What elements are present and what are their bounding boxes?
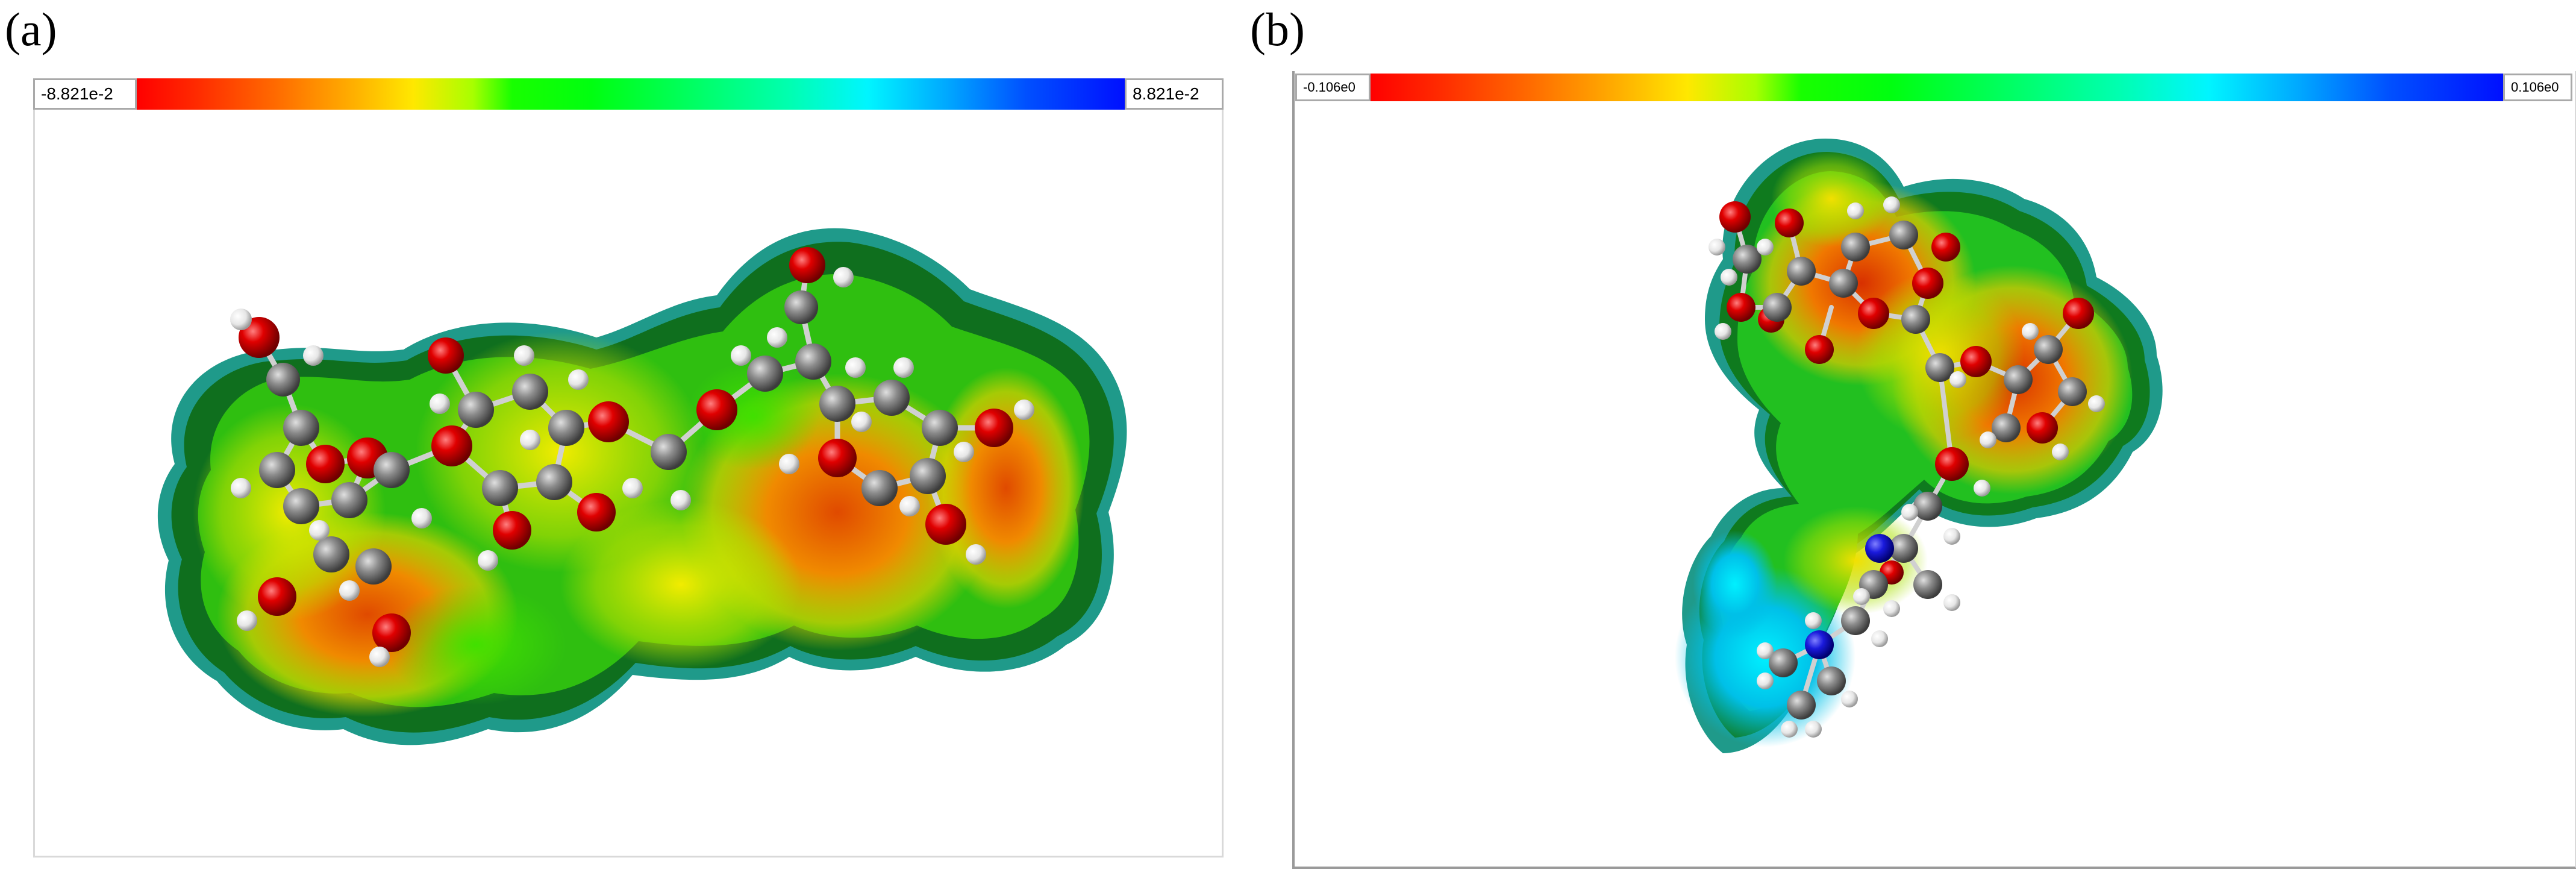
panel-b-label: (b) [1250, 3, 1305, 55]
panel-b-colorbar: -0.106e0 0.106e0 [1295, 74, 2572, 101]
panel-a-colorbar-max: 8.821e-2 [1125, 78, 1224, 110]
panel-b-colorbar-min: -0.106e0 [1295, 74, 1371, 101]
panel-b-colorbar-gradient [1371, 74, 2503, 101]
panel-a-colorbar: -8.821e-2 8.821e-2 [33, 78, 1224, 110]
panel-b-molecule-image [1675, 139, 2163, 753]
panel-a-colorbar-gradient [137, 78, 1125, 110]
panel-b-colorbar-max: 0.106e0 [2503, 74, 2572, 101]
panel-a-colorbar-min: -8.821e-2 [33, 78, 137, 110]
panel-a-label: (a) [5, 3, 57, 55]
panel-a-molecule-image [157, 228, 1127, 745]
